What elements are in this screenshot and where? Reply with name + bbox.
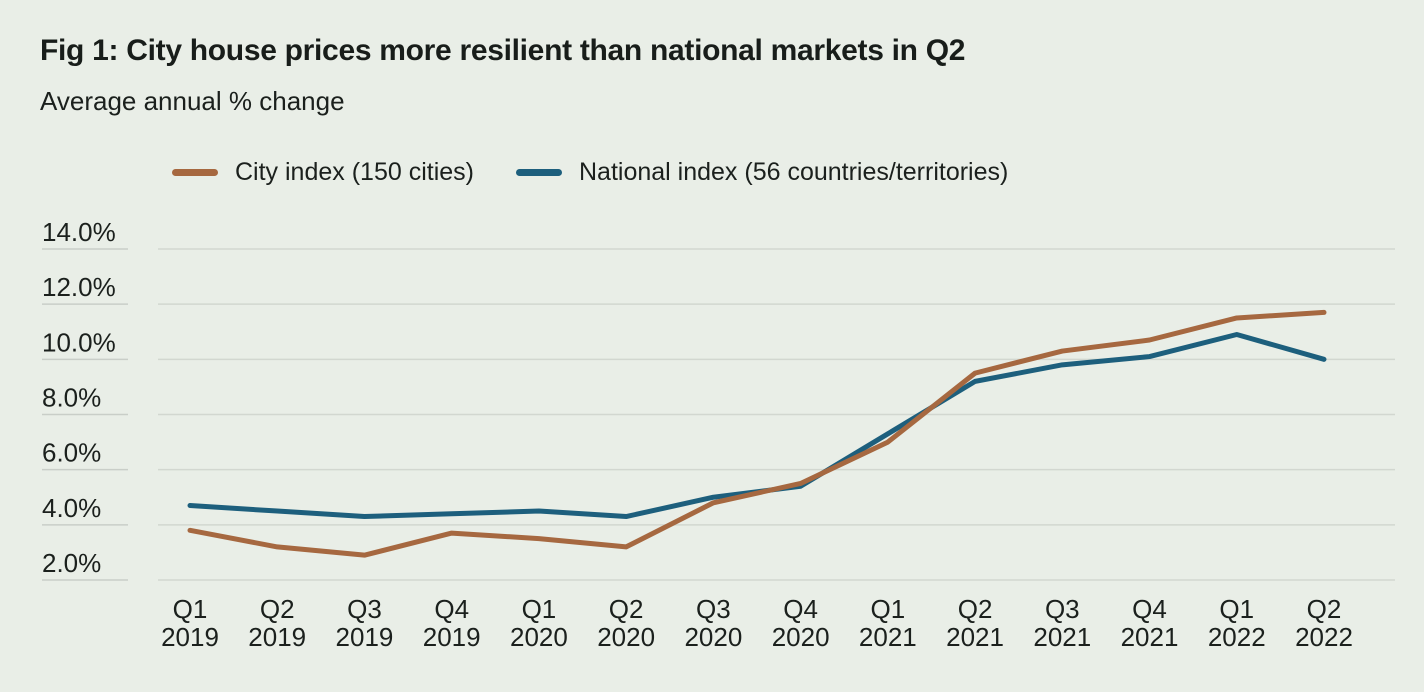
legend-label-national: National index (56 countries/territories… — [578, 158, 1009, 186]
y-tick-label: 14.0% — [42, 217, 116, 247]
x-tick-label: Q3 2021 — [1033, 594, 1091, 652]
city-index-line — [187, 309, 1327, 558]
x-tick-label: Q2 2019 — [248, 594, 306, 652]
national-line-swatch — [515, 169, 562, 176]
y-tick-label: 8.0% — [42, 382, 101, 412]
x-tick-label: Q2 2020 — [597, 594, 655, 652]
city-line-swatch — [172, 169, 218, 176]
legend-item-city: City index (150 cities) — [172, 158, 474, 187]
chart-title: Fig 1: City house prices more resilient … — [40, 34, 966, 67]
y-tick-label: 6.0% — [42, 438, 101, 468]
x-tick-label: Q2 2021 — [946, 594, 1004, 652]
x-tick-label: Q3 2020 — [684, 594, 742, 652]
x-tick-label: Q1 2021 — [859, 594, 917, 652]
chart-subtitle: Average annual % change — [40, 86, 345, 116]
legend-item-national: National index (56 countries/territories… — [515, 158, 1009, 187]
x-tick-label: Q1 2022 — [1208, 594, 1266, 652]
national-index-line — [187, 331, 1327, 520]
x-tick-label: Q4 2020 — [772, 594, 830, 652]
legend-label-city: City index (150 cities) — [235, 158, 474, 186]
x-tick-label: Q4 2019 — [423, 594, 481, 652]
y-tick-label: 2.0% — [42, 548, 101, 578]
x-tick-label: Q1 2019 — [161, 594, 219, 652]
x-tick-label: Q2 2022 — [1295, 594, 1353, 652]
x-tick-label: Q4 2021 — [1121, 594, 1179, 652]
x-tick-label: Q1 2020 — [510, 594, 568, 652]
y-tick-label: 12.0% — [42, 272, 116, 302]
x-tick-label: Q3 2019 — [336, 594, 394, 652]
y-tick-label: 10.0% — [42, 327, 116, 357]
legend: City index (150 cities) National index (… — [172, 158, 1008, 187]
y-tick-label: 4.0% — [42, 493, 101, 523]
